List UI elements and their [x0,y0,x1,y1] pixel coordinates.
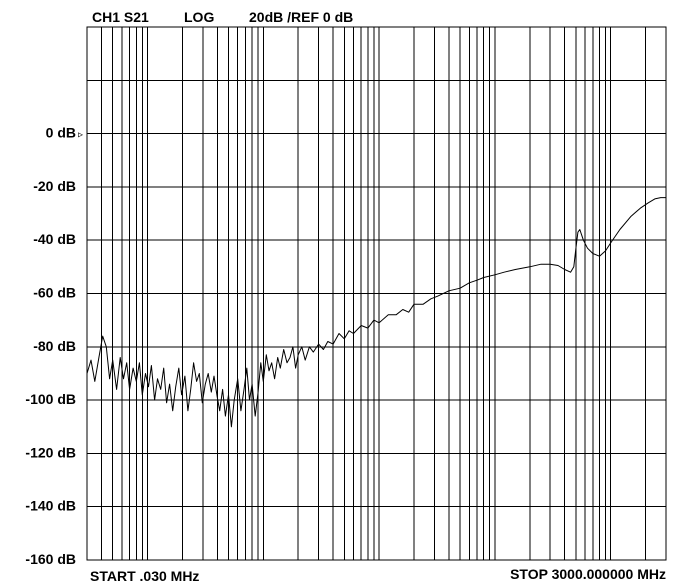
y-axis-tick-labels: 0 dB -20 dB -40 dB -60 dB -80 dB -100 dB -120 … [25,125,76,567]
reference-marker: ▹ [78,130,83,141]
y-tick-label: -100 dB [25,391,76,407]
y-tick-label: -120 dB [25,444,76,460]
header-channel: CH1 S21 [92,9,149,25]
y-tick-label: -80 dB [33,338,76,354]
stop-frequency-label: STOP 3000.000000 MHz [510,566,666,582]
y-tick-label: -140 dB [25,498,76,514]
y-tick-label: -60 dB [33,285,76,301]
s21-trace [86,197,666,428]
header-scale-ref: 20dB /REF 0 dB [249,9,353,25]
y-tick-label: -20 dB [33,178,76,194]
y-tick-label: -40 dB [33,231,76,247]
header-format: LOG [184,9,214,25]
start-frequency-label: START .030 MHz [90,568,199,584]
y-tick-label: -160 dB [25,551,76,567]
y-tick-label: 0 dB [46,125,76,141]
plot-grid [86,26,667,561]
